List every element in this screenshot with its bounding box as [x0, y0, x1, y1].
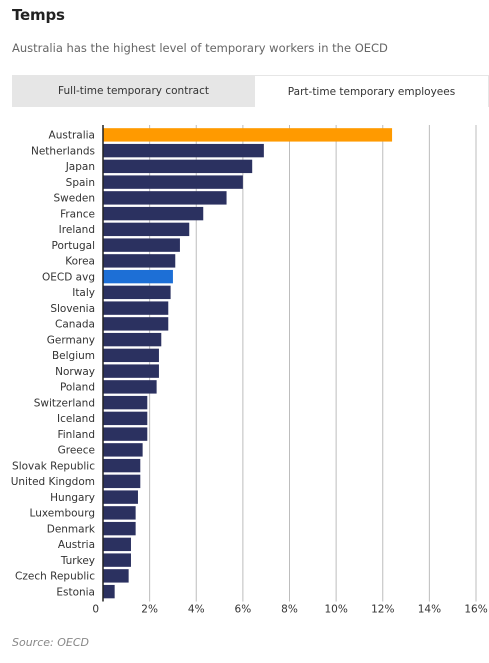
bar	[103, 506, 136, 520]
bar	[103, 159, 253, 174]
bar	[103, 128, 393, 142]
category-label: Italy	[72, 287, 95, 299]
bar	[103, 490, 138, 504]
category-label: Estonia	[56, 586, 95, 598]
bar	[103, 191, 227, 205]
bar	[103, 427, 148, 441]
category-label: Canada	[55, 319, 95, 331]
bar	[103, 364, 159, 378]
category-label: Norway	[55, 366, 95, 378]
bar	[103, 254, 176, 268]
category-label: Ireland	[59, 224, 95, 236]
bar	[103, 301, 169, 315]
category-label: Japan	[65, 161, 95, 173]
x-tick-label: 12%	[371, 604, 394, 616]
category-label: Denmark	[47, 523, 96, 535]
x-tick-label: 14%	[418, 604, 441, 616]
bar	[103, 206, 204, 221]
bar	[103, 458, 141, 473]
category-label: Austria	[58, 539, 95, 551]
category-label: Greece	[58, 445, 95, 457]
bar	[103, 348, 159, 363]
x-tick-label: 16%	[464, 604, 487, 616]
category-label: Korea	[65, 256, 95, 268]
x-tick-label: 10%	[324, 604, 347, 616]
source-note: Source: OECD	[12, 636, 89, 649]
tab-bar: Full-time temporary contract Part-time t…	[12, 75, 489, 107]
bar	[103, 269, 173, 284]
bar	[103, 332, 162, 347]
bar	[103, 569, 129, 583]
category-label: Slovak Republic	[12, 460, 95, 472]
category-label: Poland	[60, 382, 95, 394]
bar	[103, 395, 148, 410]
x-tick-label: 0	[92, 604, 99, 616]
category-label: Slovenia	[50, 303, 95, 315]
x-tick-label: 8%	[281, 604, 298, 616]
category-label: Netherlands	[31, 145, 95, 157]
bar	[103, 380, 157, 394]
bar	[103, 222, 190, 237]
category-label: Switzerland	[34, 397, 95, 409]
category-label: Czech Republic	[15, 571, 95, 583]
bar	[103, 584, 115, 599]
chart-subtitle: Australia has the highest level of tempo…	[12, 41, 388, 55]
category-label: Germany	[47, 334, 95, 346]
category-label: OECD avg	[42, 271, 95, 283]
category-label: Australia	[49, 130, 95, 142]
category-label: France	[60, 208, 95, 220]
chart-title: Temps	[12, 6, 65, 24]
bar	[103, 443, 143, 457]
tab-full-time-temporary-contract[interactable]: Full-time temporary contract	[12, 75, 255, 107]
category-label: Portugal	[52, 240, 96, 252]
bar	[103, 175, 243, 189]
x-tick-label: 4%	[188, 604, 205, 616]
bar-chart: Australia Netherlands Japan Spain Sweden Fran…	[11, 125, 488, 616]
category-label: Finland	[57, 429, 95, 441]
tab-part-time-temporary-employees[interactable]: Part-time temporary employees	[255, 75, 489, 107]
bar	[103, 285, 171, 300]
bar	[103, 317, 169, 331]
category-label: Sweden	[54, 193, 96, 205]
x-tick-label: 2%	[141, 604, 158, 616]
category-label: Luxembourg	[30, 508, 95, 520]
category-label: Hungary	[50, 492, 95, 504]
bar	[103, 143, 264, 158]
bar	[103, 411, 148, 426]
bar	[103, 553, 131, 567]
category-label: United Kingdom	[11, 476, 95, 488]
category-label: Spain	[66, 177, 95, 189]
bar	[103, 238, 180, 252]
bar	[103, 521, 136, 536]
category-label: Belgium	[52, 350, 95, 362]
category-label: Iceland	[57, 413, 95, 425]
x-tick-label: 6%	[235, 604, 252, 616]
bar	[103, 474, 141, 489]
bar	[103, 537, 131, 552]
category-label: Turkey	[60, 555, 95, 567]
